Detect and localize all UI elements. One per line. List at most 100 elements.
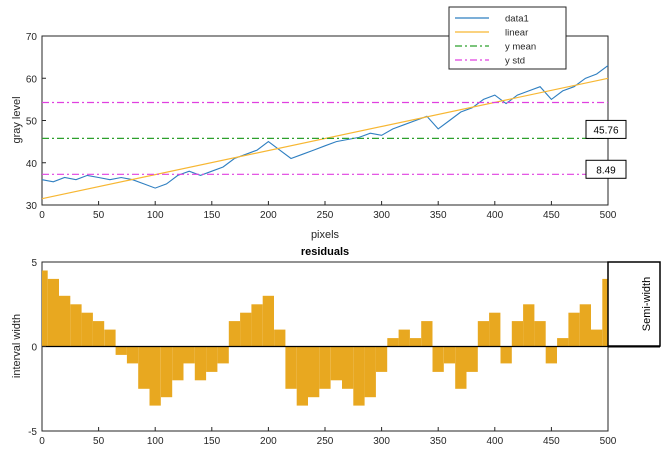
- residual-bar: [206, 346, 218, 372]
- y-tick-label: 5: [31, 258, 37, 269]
- residual-bar: [591, 329, 603, 347]
- x-tick-label: 250: [317, 436, 334, 447]
- residual-bar: [274, 329, 286, 347]
- x-tick-label: 450: [543, 210, 560, 221]
- x-tick-label: 350: [430, 436, 447, 447]
- x-tick-label: 450: [543, 436, 560, 447]
- residual-bar: [149, 346, 161, 406]
- legend-label: y std: [505, 56, 525, 67]
- residual-bar: [523, 304, 535, 347]
- residual-bar: [375, 346, 388, 372]
- residual-bar: [557, 338, 569, 347]
- x-tick-label: 0: [39, 210, 45, 221]
- residual-bar: [398, 329, 410, 347]
- y-tick-label: 50: [26, 117, 38, 128]
- legend-label: linear: [505, 28, 528, 39]
- x-tick-label: 50: [93, 210, 105, 221]
- top-chart: 0 50 100 150 200 250 300 350 400 450 500 30 40 50 60 7…: [11, 6, 627, 241]
- x-tick-label: 50: [93, 436, 105, 447]
- residual-bar: [115, 346, 127, 355]
- y-tick-label: 0: [31, 343, 37, 354]
- x-tick-label: 150: [203, 436, 220, 447]
- x-tick-label: 300: [373, 210, 390, 221]
- residual-bar: [364, 346, 376, 398]
- bottom-chart: residuals 0 50 100 150 200 250 300 350 400 450 500…: [11, 246, 661, 447]
- residuals-title: residuals: [301, 246, 349, 258]
- residual-bar: [308, 346, 320, 398]
- residual-bar: [138, 346, 150, 389]
- y-tick-label: 60: [26, 74, 38, 85]
- residual-bar: [228, 321, 241, 347]
- legend-label: y mean: [505, 42, 536, 53]
- x-tick-label: 250: [317, 210, 334, 221]
- x-tick-label: 0: [39, 436, 45, 447]
- top-ylabel: gray level: [11, 96, 23, 143]
- residual-bar: [342, 346, 354, 389]
- bottom-ylabel: interval width: [11, 314, 23, 378]
- residual-bar: [183, 346, 195, 364]
- residual-bar: [240, 312, 252, 347]
- residual-bar: [172, 346, 184, 381]
- residual-bar: [545, 346, 557, 364]
- residual-bar: [387, 338, 399, 347]
- residual-bar: [421, 321, 433, 347]
- y-tick-label: 40: [26, 159, 38, 170]
- value-annotation: 8.49: [585, 159, 627, 179]
- x-tick-label: 200: [260, 436, 277, 447]
- residual-bar: [296, 346, 308, 406]
- x-tick-label: 300: [373, 436, 390, 447]
- residual-bar: [466, 346, 478, 372]
- legend: data1 linear y mean y std: [448, 6, 567, 70]
- residual-bar: [92, 321, 105, 347]
- y-tick-label: -5: [28, 427, 37, 438]
- semi-width-label: Semi-width: [641, 277, 653, 331]
- x-tick-label: 100: [147, 210, 164, 221]
- residual-bar: [511, 321, 524, 347]
- residual-bar: [602, 278, 608, 347]
- residual-bar: [489, 312, 501, 347]
- residual-bar: [319, 346, 331, 389]
- residual-bar: [568, 312, 580, 347]
- x-tick-label: 100: [147, 436, 164, 447]
- residual-bar: [42, 270, 48, 347]
- residual-bar: [126, 346, 139, 364]
- residual-bar: [217, 346, 229, 364]
- residual-bar: [500, 346, 512, 364]
- x-tick-label: 500: [600, 210, 617, 221]
- annotation-text: 8.49: [596, 165, 616, 176]
- x-tick-label: 400: [486, 210, 503, 221]
- series-line-linear: [41, 77, 609, 200]
- residual-bar: [285, 346, 297, 389]
- x-tick-label: 400: [486, 436, 503, 447]
- residual-bar: [104, 329, 116, 347]
- residual-bar: [262, 295, 274, 347]
- residual-bar: [70, 304, 82, 347]
- x-tick-label: 350: [430, 210, 447, 221]
- residual-bar: [443, 346, 456, 364]
- residual-bar: [47, 278, 59, 347]
- residual-bar: [432, 346, 444, 372]
- x-tick-label: 150: [203, 210, 220, 221]
- residual-bar: [194, 346, 207, 381]
- y-tick-label: 30: [26, 201, 38, 212]
- semi-width-panel: Semi-width: [607, 261, 661, 347]
- residual-bar: [409, 338, 422, 347]
- x-tick-label: 200: [260, 210, 277, 221]
- residual-bar: [81, 312, 93, 347]
- legend-label: data1: [505, 14, 529, 25]
- top-xlabel: pixels: [311, 229, 340, 241]
- y-tick-label: 70: [26, 32, 38, 43]
- legend-box: [448, 6, 567, 70]
- residual-bar: [59, 295, 71, 347]
- value-annotation: 45.76: [585, 119, 627, 139]
- residual-bar: [330, 346, 342, 381]
- residual-bar: [579, 304, 591, 347]
- residual-bar: [455, 346, 467, 389]
- residual-bar: [251, 304, 263, 347]
- residual-bar: [353, 346, 365, 406]
- residual-bar: [160, 346, 173, 398]
- residual-bar: [477, 321, 490, 347]
- residual-bar: [534, 321, 546, 347]
- x-tick-label: 500: [600, 436, 617, 447]
